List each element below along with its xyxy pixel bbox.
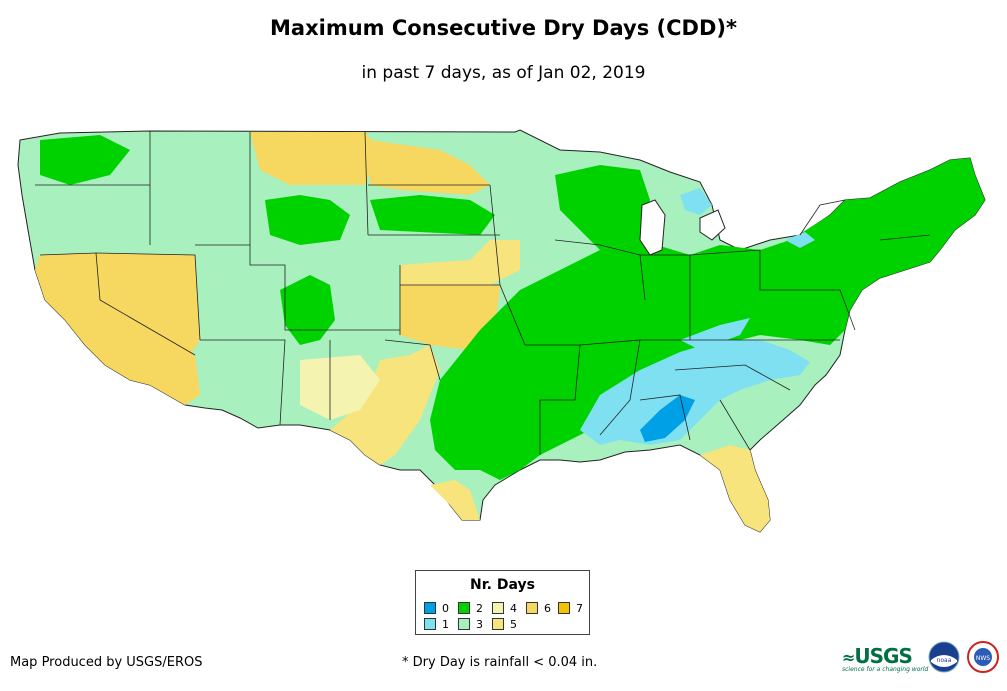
region-2-days-wisconsin bbox=[555, 165, 650, 250]
legend-label-4: 4 bbox=[510, 602, 517, 615]
legend-swatch-5 bbox=[492, 618, 504, 630]
region-5-days-south-texas bbox=[330, 345, 440, 465]
region-5-days-montana bbox=[250, 132, 380, 185]
svg-text:noaa: noaa bbox=[937, 657, 952, 664]
legend-swatch-0 bbox=[424, 602, 436, 614]
region-6-days-west bbox=[35, 253, 200, 405]
legend: Nr. Days 0 1 2 3 4 5 6 7 bbox=[415, 570, 590, 635]
great-lakes bbox=[639, 199, 666, 256]
legend-label-3: 3 bbox=[476, 618, 483, 631]
usgs-tagline: science for a changing world bbox=[842, 666, 929, 673]
legend-swatch-3 bbox=[458, 618, 470, 630]
region-0-days-alabama bbox=[640, 395, 695, 442]
legend-label-0: 0 bbox=[442, 602, 449, 615]
noaa-logo-icon: noaa bbox=[928, 641, 960, 673]
legend-label-5: 5 bbox=[510, 618, 517, 631]
legend-swatch-2 bbox=[458, 602, 470, 614]
region-5-days-kansas bbox=[400, 285, 500, 350]
region-2-days-wyoming bbox=[265, 195, 350, 245]
map-title: Maximum Consecutive Dry Days (CDD)* bbox=[270, 16, 737, 40]
legend-swatch-4 bbox=[492, 602, 504, 614]
legend-label-2: 2 bbox=[476, 602, 483, 615]
region-2-days-washington bbox=[40, 135, 130, 185]
svg-text:NWS: NWS bbox=[976, 655, 990, 662]
region-2-days-central bbox=[430, 158, 985, 480]
map-subtitle: in past 7 days, as of Jan 02, 2019 bbox=[361, 63, 646, 83]
region-6-days-nevada bbox=[96, 253, 200, 355]
lake-huron bbox=[699, 209, 726, 241]
legend-label-6: 6 bbox=[544, 602, 551, 615]
usgs-logo: ≈USGS bbox=[842, 644, 913, 668]
legend-swatch-6 bbox=[526, 602, 538, 614]
legend-label-1: 1 bbox=[442, 618, 449, 631]
region-5-days-florida bbox=[700, 445, 770, 532]
legend-label-7: 7 bbox=[576, 602, 583, 615]
footnote-text: * Dry Day is rainfall < 0.04 in. bbox=[402, 655, 598, 670]
logos: ≈USGS science for a changing world noaa … bbox=[842, 640, 1002, 676]
region-1-day-ohio bbox=[680, 318, 750, 350]
region-5-days-texas-coast bbox=[430, 480, 480, 520]
legend-title: Nr. Days bbox=[470, 577, 535, 593]
region-2-days-colorado bbox=[280, 275, 335, 345]
region-5-days-plains bbox=[400, 240, 520, 285]
region-1-day-southeast bbox=[580, 340, 810, 445]
state-borders bbox=[35, 131, 931, 455]
credit-text: Map Produced by USGS/EROS bbox=[10, 655, 203, 670]
legend-swatch-1 bbox=[424, 618, 436, 630]
region-4-days-nm bbox=[300, 355, 380, 420]
legend-swatch-7 bbox=[558, 602, 570, 614]
region-2-days-sdakota bbox=[370, 195, 495, 235]
region-1-day-michigan bbox=[680, 188, 712, 215]
region-1-day-newyork bbox=[785, 232, 815, 248]
nws-logo-icon: NWS bbox=[967, 641, 999, 673]
region-5-days-dakota bbox=[370, 140, 490, 195]
